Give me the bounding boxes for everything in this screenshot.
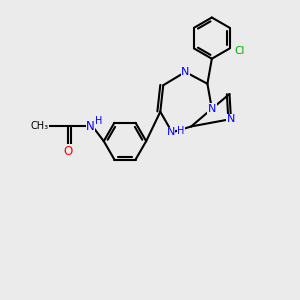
Text: N: N	[167, 127, 175, 137]
Text: H: H	[95, 116, 103, 126]
Text: N: N	[86, 120, 95, 133]
Text: N: N	[208, 104, 216, 114]
Text: N: N	[181, 67, 190, 77]
Text: Cl: Cl	[235, 46, 245, 56]
Text: N: N	[227, 114, 235, 124]
Text: CH₃: CH₃	[31, 122, 49, 131]
Text: O: O	[63, 145, 72, 158]
Text: H: H	[177, 126, 184, 136]
